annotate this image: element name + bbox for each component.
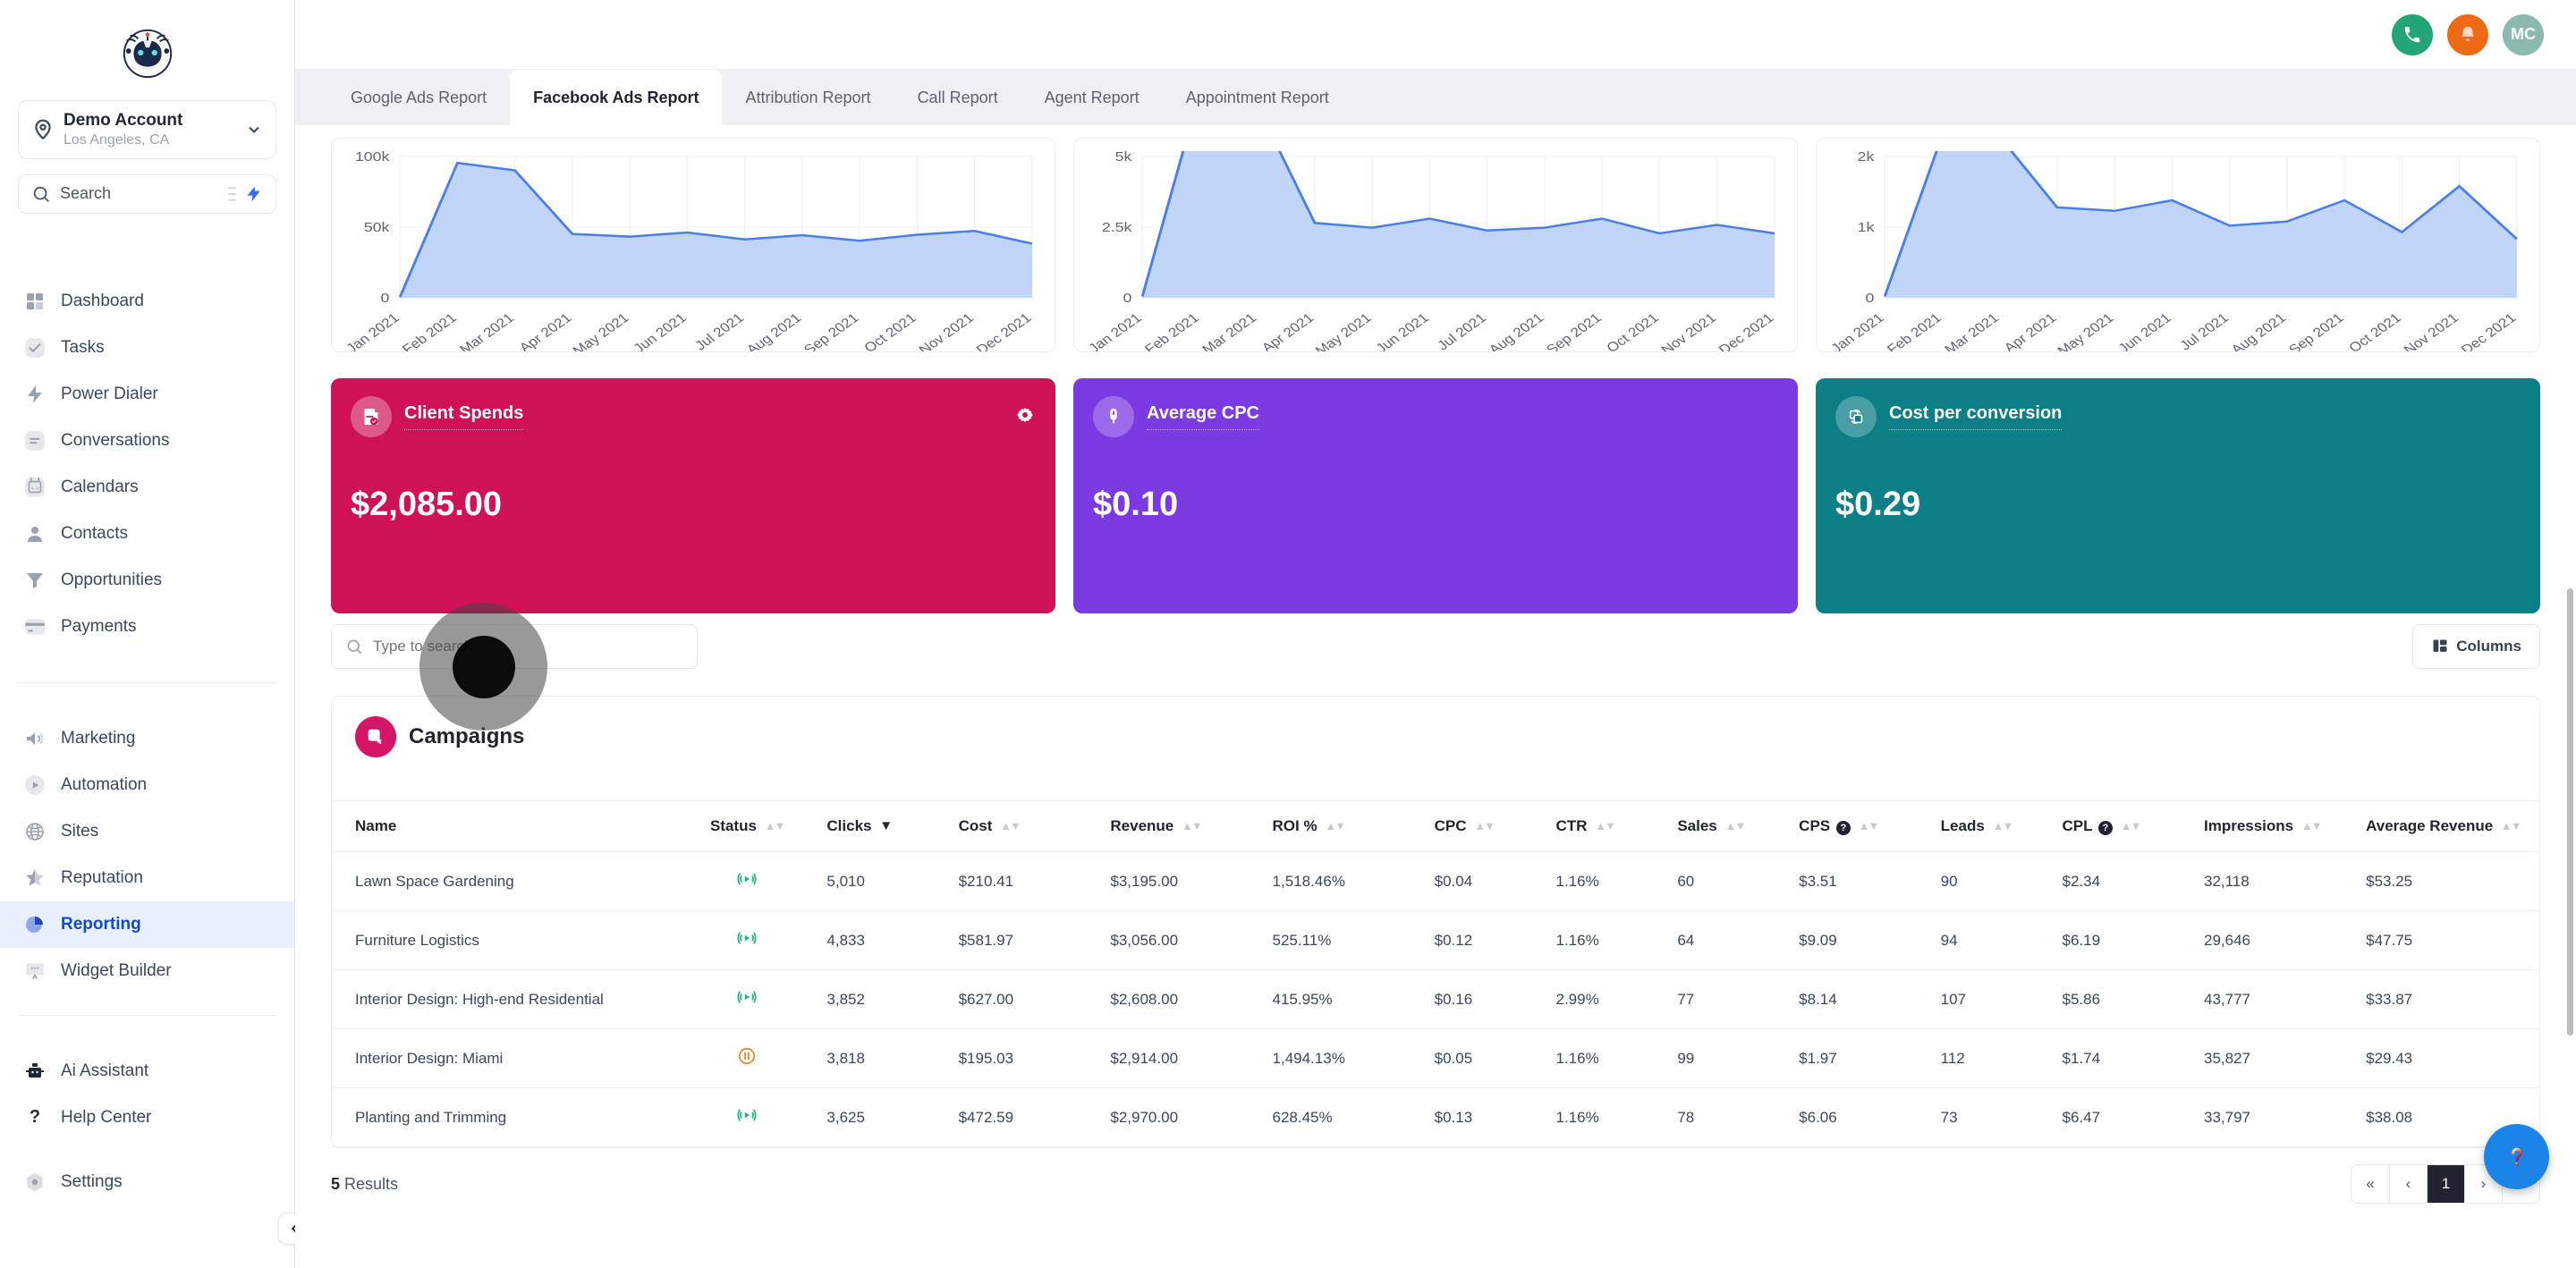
svg-text:Mar 2021: Mar 2021: [1942, 311, 2002, 352]
svg-text:Jun 2021: Jun 2021: [1373, 311, 1432, 352]
svg-text:Oct 2021: Oct 2021: [2346, 311, 2404, 352]
svg-text:Mar 2021: Mar 2021: [1199, 311, 1259, 352]
svg-text:Nov 2021: Nov 2021: [2401, 311, 2462, 352]
svg-text:Sep 2021: Sep 2021: [2286, 311, 2347, 352]
svg-text:Jun 2021: Jun 2021: [631, 311, 690, 352]
svg-text:Jan 2021: Jan 2021: [1086, 311, 1145, 352]
svg-text:Apr 2021: Apr 2021: [517, 311, 575, 352]
svg-text:Oct 2021: Oct 2021: [861, 311, 919, 352]
svg-text:May 2021: May 2021: [571, 311, 633, 352]
svg-text:Sep 2021: Sep 2021: [801, 311, 862, 352]
svg-text:Jun 2021: Jun 2021: [2115, 311, 2174, 352]
svg-text:Aug 2021: Aug 2021: [2229, 311, 2290, 352]
svg-text:Aug 2021: Aug 2021: [1487, 311, 1547, 352]
svg-text:50k: 50k: [364, 220, 390, 234]
svg-text:Apr 2021: Apr 2021: [2002, 311, 2060, 352]
svg-text:0: 0: [1866, 291, 1875, 305]
svg-text:Feb 2021: Feb 2021: [400, 311, 460, 352]
svg-text:Aug 2021: Aug 2021: [744, 311, 805, 352]
svg-text:1k: 1k: [1858, 220, 1876, 234]
svg-text:Feb 2021: Feb 2021: [1885, 311, 1945, 352]
svg-text:Feb 2021: Feb 2021: [1142, 311, 1202, 352]
svg-text:Jul 2021: Jul 2021: [1435, 311, 1490, 352]
svg-text:Jan 2021: Jan 2021: [1828, 311, 1887, 352]
svg-text:2k: 2k: [1858, 151, 1876, 165]
svg-text:Sep 2021: Sep 2021: [1544, 311, 1605, 352]
svg-text:5k: 5k: [1115, 151, 1133, 165]
svg-text:May 2021: May 2021: [2055, 311, 2118, 352]
svg-text:Jan 2021: Jan 2021: [343, 311, 402, 352]
svg-text:Mar 2021: Mar 2021: [457, 311, 517, 352]
svg-text:Apr 2021: Apr 2021: [1259, 311, 1318, 352]
svg-text:0: 0: [1123, 291, 1132, 305]
svg-text:Nov 2021: Nov 2021: [1658, 311, 1719, 352]
svg-text:May 2021: May 2021: [1313, 311, 1376, 352]
svg-text:Jul 2021: Jul 2021: [2177, 311, 2233, 352]
svg-text:Nov 2021: Nov 2021: [916, 311, 977, 352]
svg-text:Jul 2021: Jul 2021: [692, 311, 748, 352]
svg-text:Dec 2021: Dec 2021: [1716, 311, 1777, 352]
svg-text:Dec 2021: Dec 2021: [2459, 311, 2520, 352]
svg-text:100k: 100k: [355, 151, 390, 165]
svg-text:0: 0: [381, 291, 390, 305]
svg-text:Dec 2021: Dec 2021: [974, 311, 1035, 352]
svg-text:2.5k: 2.5k: [1102, 220, 1132, 234]
svg-text:Oct 2021: Oct 2021: [1604, 311, 1662, 352]
